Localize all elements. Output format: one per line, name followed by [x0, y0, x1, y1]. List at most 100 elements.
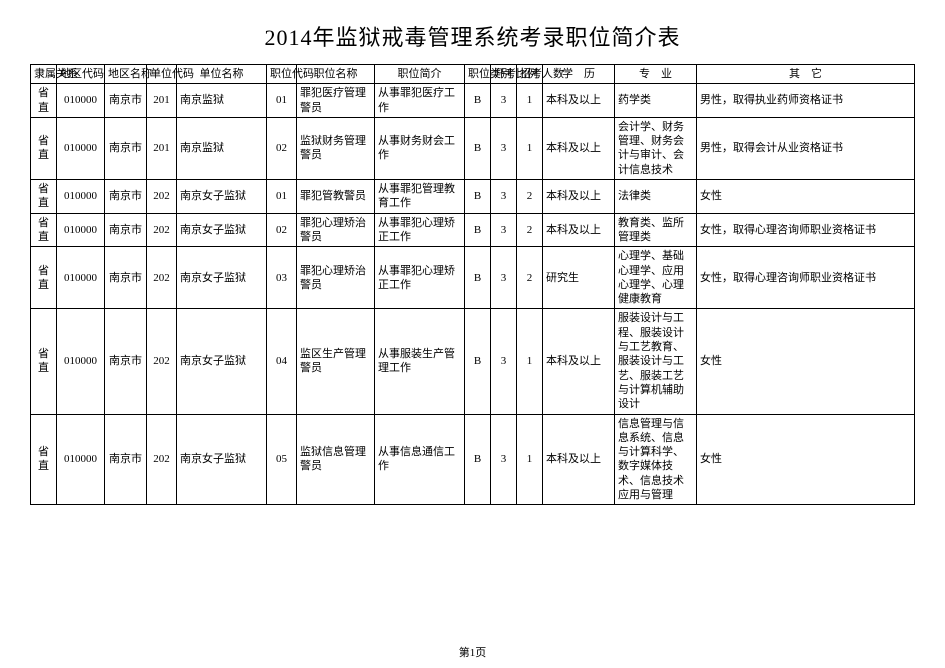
cell-areaname: 南京市 — [105, 180, 147, 214]
cell-areacode: 010000 — [57, 117, 105, 179]
cell-ratio: 3 — [491, 213, 517, 247]
cell-areacode: 010000 — [57, 247, 105, 309]
cell-major: 服装设计与工程、服装设计与工艺教育、服装设计与工艺、服装工艺与计算机辅助设计 — [615, 309, 697, 414]
cell-ratio: 3 — [491, 414, 517, 505]
cell-postype: B — [465, 309, 491, 414]
cell-poscode: 03 — [267, 247, 297, 309]
cell-edu: 本科及以上 — [543, 117, 615, 179]
header-posdesc: 职位简介 — [375, 65, 465, 84]
cell-ratio: 3 — [491, 309, 517, 414]
cell-major: 教育类、监所管理类 — [615, 213, 697, 247]
page-footer: 第1页 — [0, 644, 945, 660]
cell-major: 会计学、财务管理、财务会计与审计、会计信息技术 — [615, 117, 697, 179]
header-poscode: 职位代码 — [267, 65, 297, 84]
cell-unitcode: 202 — [147, 309, 177, 414]
table-row: 省直010000南京市201南京监狱02监狱财务管理警员从事财务财会工作B31本… — [31, 117, 915, 179]
cell-other: 男性，取得会计从业资格证书 — [697, 117, 915, 179]
cell-rel: 省直 — [31, 84, 57, 118]
cell-areaname: 南京市 — [105, 247, 147, 309]
cell-unitcode: 201 — [147, 117, 177, 179]
cell-edu: 本科及以上 — [543, 414, 615, 505]
table-row: 省直010000南京市202南京女子监狱03罪犯心理矫治警员从事罪犯心理矫正工作… — [31, 247, 915, 309]
cell-unitcode: 202 — [147, 180, 177, 214]
cell-postype: B — [465, 180, 491, 214]
cell-posdesc: 从事服装生产管理工作 — [375, 309, 465, 414]
cell-posname: 监狱财务管理警员 — [297, 117, 375, 179]
cell-edu: 本科及以上 — [543, 84, 615, 118]
cell-unitname: 南京女子监狱 — [177, 414, 267, 505]
header-ratio: 开考比例 — [491, 65, 517, 84]
cell-ratio: 3 — [491, 247, 517, 309]
cell-rel: 省直 — [31, 213, 57, 247]
table-row: 省直010000南京市202南京女子监狱01罪犯管教警员从事罪犯管理教育工作B3… — [31, 180, 915, 214]
table-header-row: 隶属关系 地区代码 地区名称 单位代码 单位名称 职位代码 职位名称 职位简介 … — [31, 65, 915, 84]
cell-unitname: 南京女子监狱 — [177, 247, 267, 309]
cell-count: 1 — [517, 309, 543, 414]
header-rel: 隶属关系 — [31, 65, 57, 84]
cell-poscode: 02 — [267, 213, 297, 247]
cell-count: 1 — [517, 117, 543, 179]
table-row: 省直010000南京市201南京监狱01罪犯医疗管理警员从事罪犯医疗工作B31本… — [31, 84, 915, 118]
cell-areacode: 010000 — [57, 84, 105, 118]
cell-posname: 罪犯心理矫治警员 — [297, 213, 375, 247]
cell-posdesc: 从事罪犯心理矫正工作 — [375, 213, 465, 247]
cell-count: 1 — [517, 84, 543, 118]
cell-areacode: 010000 — [57, 309, 105, 414]
cell-areaname: 南京市 — [105, 414, 147, 505]
cell-poscode: 05 — [267, 414, 297, 505]
cell-unitname: 南京女子监狱 — [177, 213, 267, 247]
cell-postype: B — [465, 247, 491, 309]
header-other: 其 它 — [697, 65, 915, 84]
cell-areacode: 010000 — [57, 180, 105, 214]
cell-unitcode: 201 — [147, 84, 177, 118]
cell-other: 女性 — [697, 180, 915, 214]
cell-ratio: 3 — [491, 180, 517, 214]
cell-edu: 本科及以上 — [543, 213, 615, 247]
cell-poscode: 02 — [267, 117, 297, 179]
table-row: 省直010000南京市202南京女子监狱04监区生产管理警员从事服装生产管理工作… — [31, 309, 915, 414]
cell-posname: 罪犯医疗管理警员 — [297, 84, 375, 118]
cell-other: 女性，取得心理咨询师职业资格证书 — [697, 247, 915, 309]
cell-posname: 罪犯管教警员 — [297, 180, 375, 214]
cell-major: 心理学、基础心理学、应用心理学、心理健康教育 — [615, 247, 697, 309]
cell-postype: B — [465, 414, 491, 505]
cell-postype: B — [465, 117, 491, 179]
table-row: 省直010000南京市202南京女子监狱05监狱信息管理警员从事信息通信工作B3… — [31, 414, 915, 505]
cell-posdesc: 从事罪犯心理矫正工作 — [375, 247, 465, 309]
cell-other: 男性，取得执业药师资格证书 — [697, 84, 915, 118]
cell-posdesc: 从事罪犯管理教育工作 — [375, 180, 465, 214]
cell-postype: B — [465, 84, 491, 118]
cell-count: 2 — [517, 180, 543, 214]
cell-posdesc: 从事财务财会工作 — [375, 117, 465, 179]
cell-unitcode: 202 — [147, 414, 177, 505]
cell-poscode: 01 — [267, 84, 297, 118]
cell-areacode: 010000 — [57, 414, 105, 505]
cell-other: 女性 — [697, 309, 915, 414]
positions-table: 隶属关系 地区代码 地区名称 单位代码 单位名称 职位代码 职位名称 职位简介 … — [30, 64, 915, 505]
cell-count: 2 — [517, 213, 543, 247]
cell-edu: 研究生 — [543, 247, 615, 309]
cell-posdesc: 从事罪犯医疗工作 — [375, 84, 465, 118]
cell-poscode: 01 — [267, 180, 297, 214]
cell-postype: B — [465, 213, 491, 247]
cell-areaname: 南京市 — [105, 309, 147, 414]
cell-areaname: 南京市 — [105, 117, 147, 179]
cell-other: 女性，取得心理咨询师职业资格证书 — [697, 213, 915, 247]
cell-major: 法律类 — [615, 180, 697, 214]
cell-unitname: 南京监狱 — [177, 84, 267, 118]
page-title: 2014年监狱戒毒管理系统考录职位简介表 — [30, 20, 915, 52]
header-unitcode: 单位代码 — [147, 65, 177, 84]
cell-rel: 省直 — [31, 414, 57, 505]
cell-areacode: 010000 — [57, 213, 105, 247]
cell-posname: 监狱信息管理警员 — [297, 414, 375, 505]
cell-areaname: 南京市 — [105, 84, 147, 118]
cell-major: 药学类 — [615, 84, 697, 118]
cell-unitname: 南京女子监狱 — [177, 309, 267, 414]
cell-major: 信息管理与信息系统、信息与计算科学、数字媒体技术、信息技术应用与管理 — [615, 414, 697, 505]
cell-posdesc: 从事信息通信工作 — [375, 414, 465, 505]
cell-unitcode: 202 — [147, 213, 177, 247]
cell-posname: 罪犯心理矫治警员 — [297, 247, 375, 309]
cell-edu: 本科及以上 — [543, 309, 615, 414]
header-areacode: 地区代码 — [57, 65, 105, 84]
cell-rel: 省直 — [31, 117, 57, 179]
